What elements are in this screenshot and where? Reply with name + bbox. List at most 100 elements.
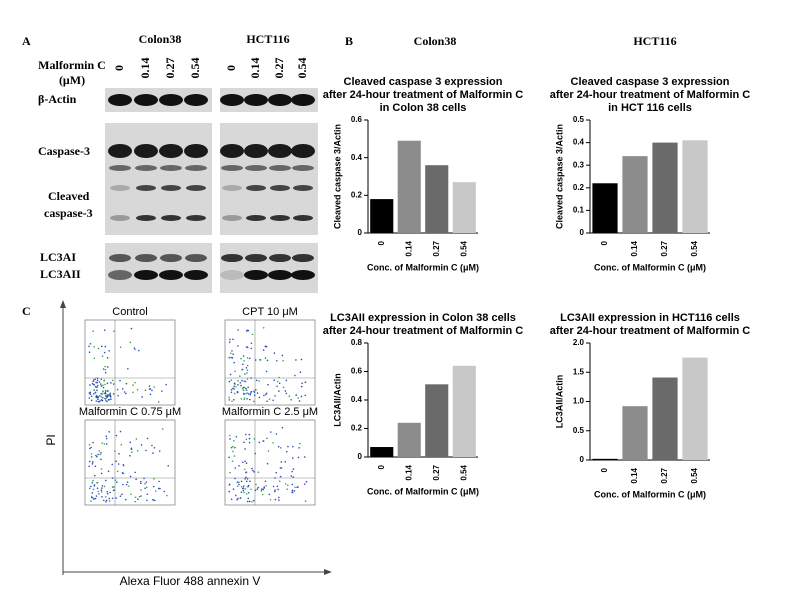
flow-dot [243,485,245,487]
flow-dot [88,351,91,353]
flow-dot [239,381,242,384]
chart-title: after 24-hour treatment of Malformin C [550,325,751,337]
flow-dot [290,475,293,477]
blot-band [184,144,208,158]
flow-dot [100,399,102,401]
flow-dot [103,379,106,381]
flow-dot [93,384,96,386]
flow-dot [229,373,232,376]
flow-dot [287,445,289,448]
y-tick-label: 0.1 [573,206,585,215]
flow-dot [273,352,276,354]
bar [652,142,678,233]
blot-band [246,215,266,221]
y-tick-label: 0.2 [351,424,363,433]
blot-band [220,270,244,280]
flow-dot [100,385,103,387]
flow-dot [119,379,121,382]
flow-dot [298,447,300,449]
flow-dot [112,489,115,492]
flow-dot [242,363,244,366]
flow-dot [165,383,167,386]
chart-title: LC3AII expression in Colon 38 cells [330,312,516,324]
flow-dot [141,396,143,398]
flow-dot [248,433,251,436]
flow-dot [245,389,248,391]
flow-dot [240,398,243,400]
flow-dot [253,394,256,397]
x-axis-label: Conc. of Malformin C (μM) [594,262,706,272]
flow-dot [105,499,108,502]
lane-label: 0.27 [272,58,286,79]
flow-dot [231,350,233,352]
flow-dot [232,338,234,341]
flow-dot [279,447,282,449]
flow-dot [153,478,155,480]
blot-band [186,185,206,191]
x-axis-label: Conc. of Malformin C (μM) [594,489,706,499]
flow-dot [122,483,124,486]
flow-dot [279,467,282,469]
flow-dot [101,393,104,395]
flow-dot [93,497,95,500]
flow-dot [256,392,259,394]
blot-band [246,185,266,191]
flow-dot [143,477,145,480]
flow-dot [278,499,280,501]
flow-dot [106,396,108,398]
flow-dot [116,470,119,473]
flow-dot [265,370,268,373]
blot-band [269,165,291,171]
flow-dot [238,464,240,467]
y-tick-label: 0.4 [351,395,363,404]
flow-dot [98,381,101,383]
flow-dot [272,485,275,488]
flow-dot [285,392,288,395]
flow-dot [90,446,92,449]
flow-dot [303,483,306,485]
flow-dot [102,396,104,399]
flow-dot [96,389,98,392]
chart-header: Colon38 [414,34,457,48]
flow-dot [300,358,303,361]
flow-dot [238,481,240,484]
treatment-label: Malformin C [38,58,106,72]
flow-dot [276,380,279,383]
flow-dot [119,495,122,497]
flow-dot [106,390,109,392]
flow-dot [301,382,303,385]
flow-dot [295,359,297,361]
row-label: caspase-3 [44,206,93,220]
blot-band [109,254,131,262]
flow-dot [233,392,236,395]
flow-dot [257,471,260,473]
blot-band [161,215,181,221]
flow-dot [245,493,248,495]
flow-dot [163,490,166,493]
flow-dot [113,330,115,332]
flow-dot [230,498,233,501]
flow-dot [138,349,140,352]
x-tick-label: 0.27 [432,240,441,256]
blot-band [292,254,314,262]
flow-dot [105,479,107,482]
flow-dot [234,446,236,449]
y-tick-label: 0.4 [351,153,363,162]
flow-dot [246,392,249,394]
flow-dot [106,366,109,368]
flow-dot [249,393,252,396]
flow-dot [277,445,280,448]
flow-dot [247,497,250,500]
flow-dot [304,500,307,502]
flow-dot [102,390,104,393]
flow-dot [94,497,97,500]
flow-dot [103,329,106,331]
flow-dot [151,389,153,392]
bar [397,422,421,457]
flow-dot [130,493,132,495]
flow-dot [253,438,256,440]
flow-dot [106,490,108,493]
flow-dot [304,394,307,397]
flow-dot [134,496,137,499]
flow-dot [88,345,90,348]
